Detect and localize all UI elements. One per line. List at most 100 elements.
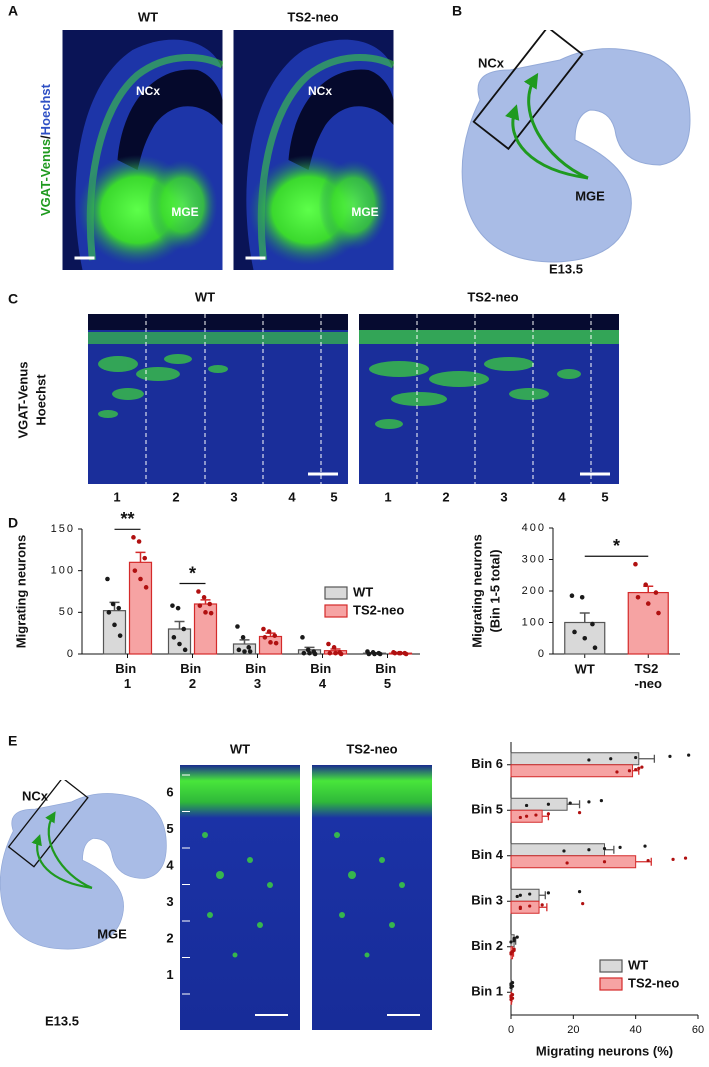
label-line: TS2 — [635, 661, 662, 676]
error-bar — [643, 585, 654, 593]
layer-label: 4 — [166, 857, 174, 872]
label-line: 4 — [319, 676, 327, 691]
data-point — [132, 568, 138, 573]
data-point — [524, 814, 529, 818]
data-point — [301, 650, 307, 656]
bar — [510, 797, 568, 811]
y-tick-label: Bin 1 — [471, 984, 503, 999]
label-line: Bin — [180, 661, 205, 676]
data-point — [592, 645, 598, 650]
data-point — [112, 622, 117, 628]
y-tick-label: 150 — [51, 523, 75, 535]
data-point — [131, 535, 136, 540]
data-point — [518, 906, 522, 911]
y-tick-label: Bin 2 — [471, 938, 503, 953]
region-label: MGE — [171, 205, 198, 219]
significance: * — [613, 536, 620, 556]
y-tick-label: Bin 4 — [471, 847, 504, 862]
data-point — [509, 985, 513, 990]
data-point — [207, 601, 213, 607]
data-point — [587, 758, 591, 762]
panel-letter: C — [8, 291, 18, 307]
data-point — [208, 610, 214, 616]
data-point — [528, 892, 532, 896]
data-point — [518, 893, 522, 897]
data-point — [633, 561, 638, 567]
data-point — [333, 650, 338, 656]
bar — [128, 561, 153, 655]
data-point — [377, 651, 383, 657]
bin-label: 5 — [330, 489, 337, 504]
data-point — [136, 539, 142, 544]
y-tick-label: Bin 6 — [471, 756, 503, 771]
y-tick-label: Bin 5 — [471, 802, 503, 817]
bar — [258, 635, 283, 655]
data-point — [403, 651, 409, 657]
bin-label: 3 — [230, 489, 237, 504]
micrograph — [88, 314, 348, 484]
data-point — [262, 635, 268, 640]
bin-labels: 1 1 2 2 3 3 4 4 5 5 — [113, 489, 608, 504]
diagram-label: MGE — [97, 926, 127, 941]
micrograph — [63, 30, 223, 270]
data-point — [640, 765, 644, 769]
data-point — [656, 610, 661, 616]
data-point — [627, 769, 632, 773]
data-point — [338, 651, 344, 657]
bar — [102, 610, 127, 655]
data-point — [577, 890, 582, 894]
data-point — [643, 844, 647, 848]
data-point — [246, 645, 252, 650]
diagram-label: NCx — [478, 55, 505, 70]
x-tick-label: Bin 1 — [115, 661, 140, 691]
data-point — [105, 576, 110, 582]
data-point — [646, 858, 650, 863]
label-line: 3 — [254, 676, 261, 691]
label-line: Bin — [375, 661, 400, 676]
column-title: TS2-neo — [467, 289, 518, 304]
panel-letter: B — [452, 3, 462, 19]
x-tick-label: TS2 -neo — [635, 661, 663, 691]
y-tick-label: Bin 3 — [471, 893, 503, 908]
data-point — [236, 647, 242, 653]
diagram-label: NCx — [22, 788, 49, 803]
stain-sep: / — [38, 135, 53, 139]
label-line: Bin — [310, 661, 335, 676]
data-point — [634, 755, 638, 760]
bin-label: 2 — [442, 489, 449, 504]
column-title: TS2-neo — [346, 741, 397, 756]
label-line: Bin — [115, 661, 140, 676]
layer-labels: 6 5 4 3 2 1 — [166, 784, 174, 982]
error-bar — [135, 551, 146, 563]
legend-label: TS2-neo — [628, 975, 679, 990]
stain-venus: VGAT-Venus — [38, 139, 53, 216]
data-point — [181, 626, 187, 632]
label-line: -neo — [635, 676, 663, 691]
data-point — [307, 650, 312, 656]
data-point — [106, 610, 112, 615]
data-point — [175, 605, 181, 611]
bin-dividers — [145, 314, 592, 484]
significance: ** — [120, 509, 134, 529]
legend-swatch — [324, 604, 348, 618]
data-point — [110, 601, 116, 607]
legend-swatch — [599, 977, 623, 991]
stain-hoechst: Hoechst — [33, 374, 48, 426]
data-point — [602, 860, 607, 864]
data-point — [602, 846, 607, 851]
data-point — [177, 641, 182, 647]
label-line: 2 — [189, 676, 196, 691]
data-point — [671, 857, 675, 861]
x-tick-label: Bin 2 — [180, 661, 205, 691]
data-point — [687, 753, 691, 757]
x-tick-label: 60 — [692, 1024, 704, 1036]
data-point — [524, 803, 529, 808]
data-point — [392, 650, 398, 656]
bar — [510, 752, 640, 766]
legend-label: TS2-neo — [353, 602, 404, 617]
data-point — [509, 997, 513, 1002]
data-point — [268, 640, 273, 645]
data-point — [326, 641, 331, 647]
data-point — [331, 645, 337, 650]
